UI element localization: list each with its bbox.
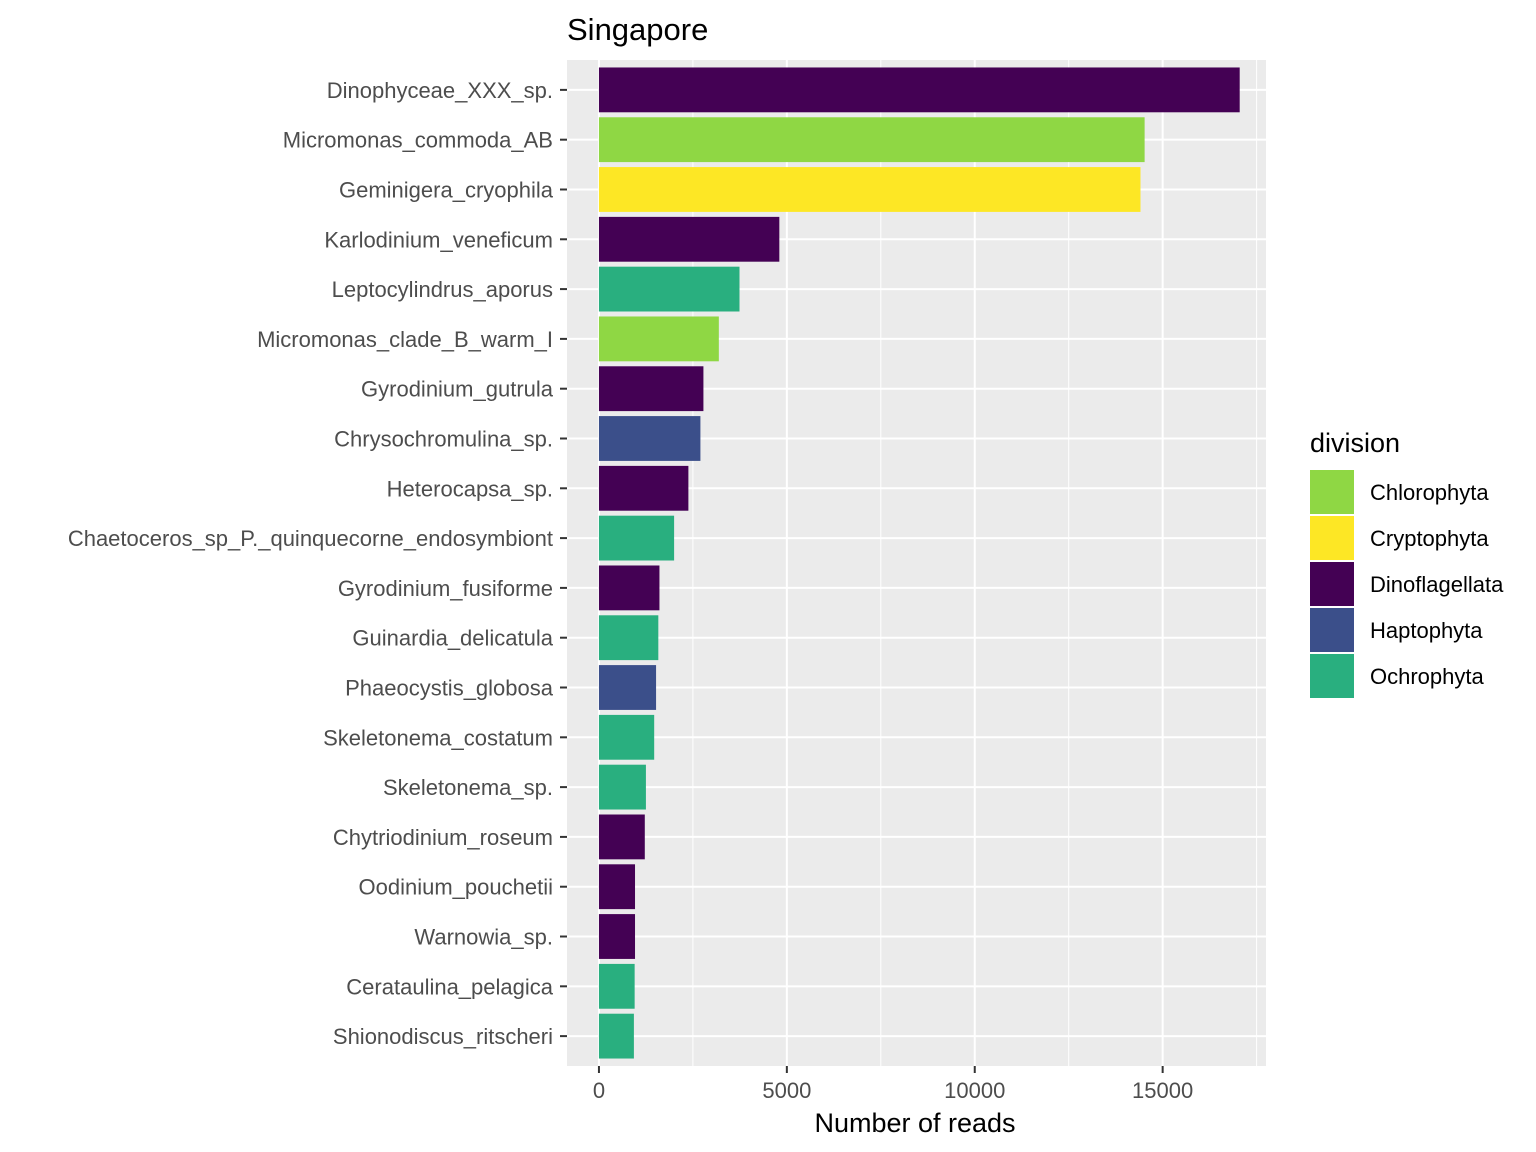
legend-swatch — [1310, 516, 1354, 560]
x-tick-label: 15000 — [1132, 1078, 1193, 1103]
y-tick-label: Heterocapsa_sp. — [387, 476, 553, 501]
legend-label: Cryptophyta — [1370, 526, 1489, 551]
y-tick-label: Skeletonema_sp. — [383, 775, 553, 800]
y-tick-label: Warnowia_sp. — [414, 925, 553, 950]
y-axis: Dinophyceae_XXX_sp. Micromonas_commoda_AB… — [68, 78, 567, 1049]
bar — [598, 864, 636, 910]
bar — [598, 316, 719, 362]
legend-swatch — [1310, 608, 1354, 652]
bar — [598, 216, 780, 262]
y-tick-label: Chaetoceros_sp_P._quinquecorne_endosymbi… — [68, 526, 553, 551]
legend-label: Chlorophyta — [1370, 480, 1489, 505]
y-tick-label: Chrysochromulina_sp. — [334, 426, 553, 451]
bar — [598, 67, 1240, 113]
legend-swatch — [1310, 470, 1354, 514]
y-tick-label: Dinophyceae_XXX_sp. — [327, 78, 553, 103]
bar — [598, 814, 645, 860]
bars — [598, 67, 1240, 1059]
bar — [598, 914, 636, 959]
y-tick-label: Phaeocystis_globosa — [345, 676, 554, 701]
bar — [598, 366, 704, 412]
x-tick-label: 10000 — [944, 1078, 1005, 1103]
legend-label: Haptophyta — [1370, 618, 1483, 643]
bar — [598, 665, 657, 710]
chart-title: Singapore — [567, 12, 708, 47]
y-tick-label: Shionodiscus_ritscheri — [333, 1024, 553, 1049]
x-tick-label: 5000 — [762, 1078, 811, 1103]
y-tick-label: Leptocylindrus_aporus — [332, 277, 553, 302]
legend-swatch — [1310, 654, 1354, 698]
legend-label: Dinoflagellata — [1370, 572, 1504, 597]
bar — [598, 515, 675, 561]
y-tick-label: Chytriodinium_roseum — [333, 825, 553, 850]
x-axis: 0 5000 10000 15000 — [593, 1066, 1193, 1103]
y-tick-label: Skeletonema_costatum — [323, 725, 553, 750]
y-tick-label: Cerataulina_pelagica — [346, 974, 553, 999]
bar — [598, 565, 660, 611]
bar — [598, 416, 701, 461]
bar — [598, 465, 689, 511]
legend-swatch — [1310, 562, 1354, 606]
legend-label: Ochrophyta — [1370, 664, 1484, 689]
bar — [598, 764, 646, 810]
y-tick-label: Guinardia_delicatula — [352, 626, 553, 651]
y-tick-label: Oodinium_pouchetii — [359, 875, 553, 900]
y-tick-label: Geminigera_cryophila — [339, 177, 554, 202]
bar — [598, 167, 1141, 212]
x-axis-label: Number of reads — [814, 1108, 1015, 1138]
bar — [598, 266, 740, 312]
bar — [598, 117, 1145, 163]
x-tick-label: 0 — [593, 1078, 605, 1103]
bar — [598, 1013, 634, 1059]
legend: division Chlorophyta Cryptophyta Dinoflage… — [1310, 428, 1504, 698]
y-tick-label: Gyrodinium_fusiforme — [338, 576, 553, 601]
y-tick-label: Micromonas_commoda_AB — [283, 128, 553, 153]
y-tick-label: Gyrodinium_gutrula — [361, 377, 554, 402]
bar — [598, 615, 659, 661]
y-tick-label: Micromonas_clade_B_warm_I — [257, 327, 553, 352]
legend-title: division — [1310, 428, 1400, 458]
bar — [598, 963, 635, 1009]
bar — [598, 714, 655, 760]
y-tick-label: Karlodinium_veneficum — [324, 227, 553, 252]
